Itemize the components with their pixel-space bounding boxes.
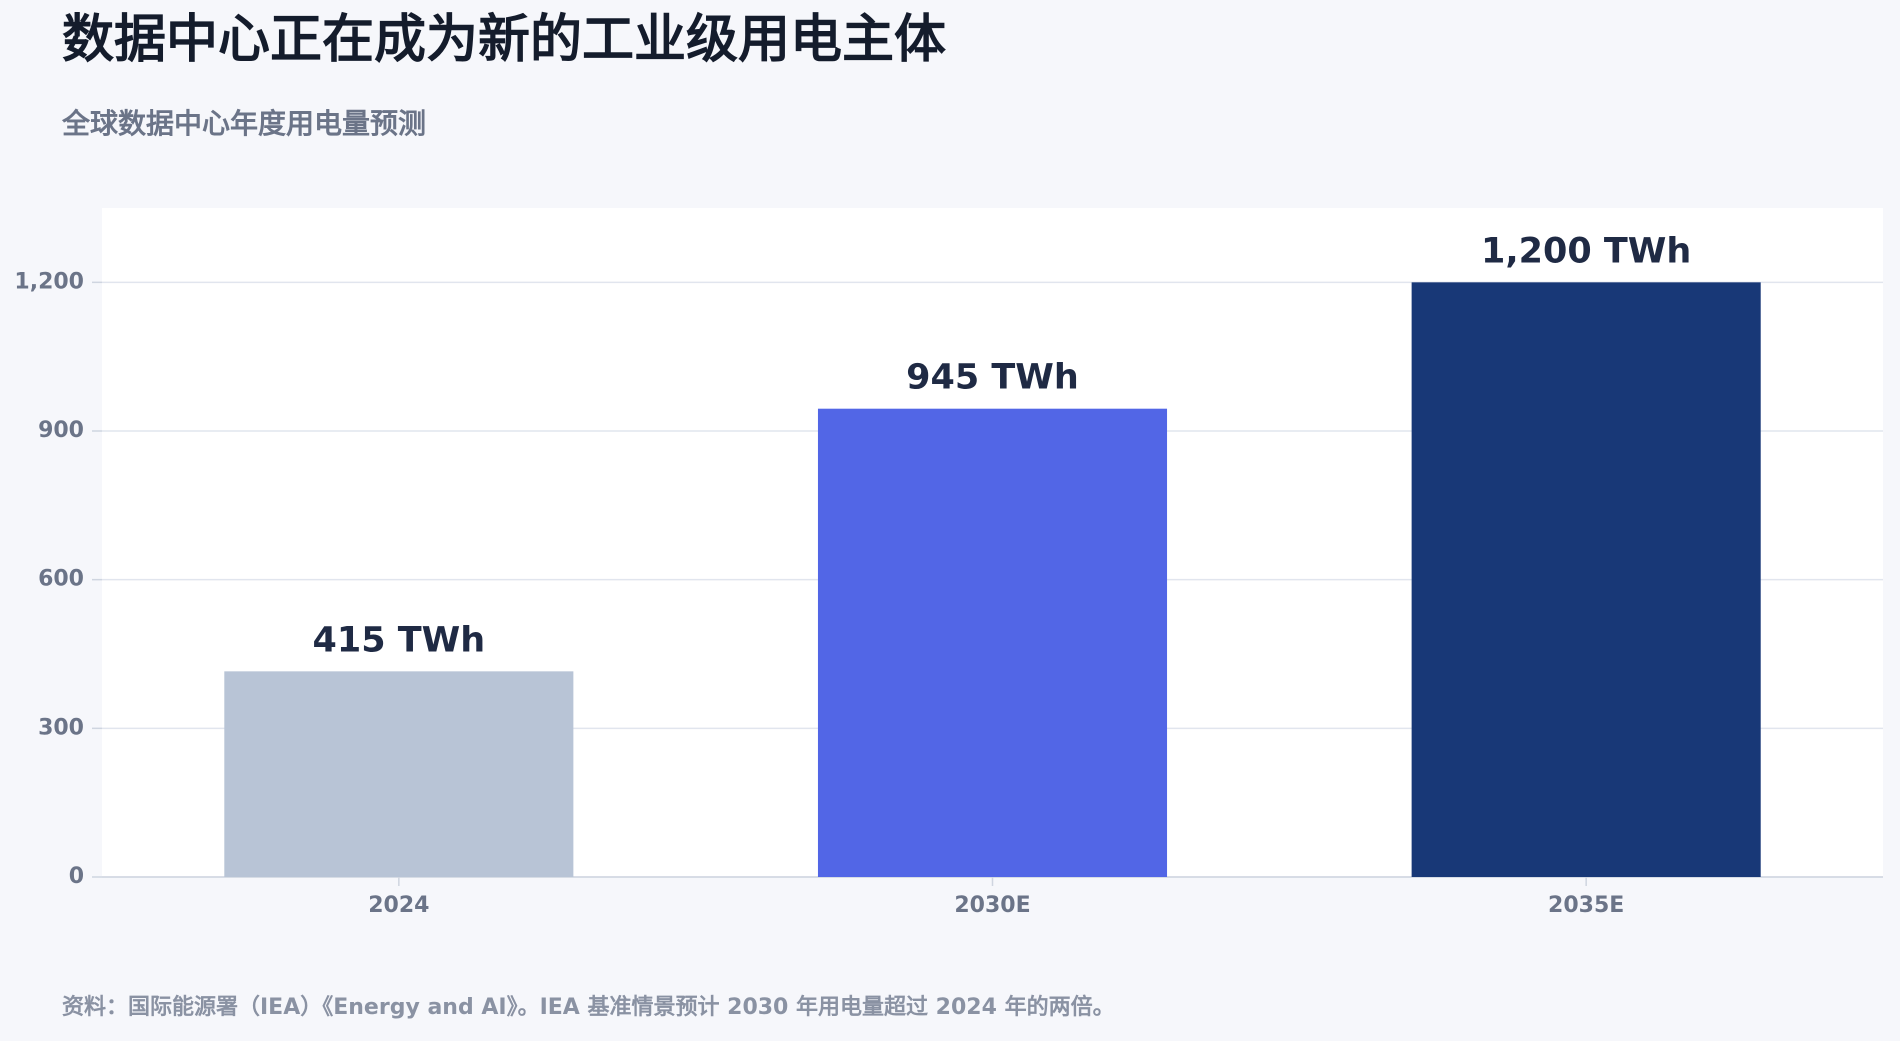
bar bbox=[224, 671, 574, 877]
y-tick-label: 600 bbox=[38, 567, 84, 592]
y-tick-label: 300 bbox=[38, 715, 84, 740]
value-label: 415 TWh bbox=[313, 620, 486, 660]
x-tick-label: 2024 bbox=[368, 893, 429, 918]
y-tick-label: 1,200 bbox=[14, 269, 84, 294]
value-label: 1,200 TWh bbox=[1481, 231, 1691, 271]
chart-title: 数据中心正在成为新的工业级用电主体 bbox=[62, 10, 946, 70]
value-label: 945 TWh bbox=[906, 358, 1079, 398]
source-note: 资料：国际能源署（IEA）《Energy and AI》。IEA 基准情景预计 … bbox=[62, 994, 1115, 1020]
y-tick-label: 0 bbox=[69, 864, 84, 889]
bar bbox=[817, 408, 1168, 877]
x-tick-label: 2035E bbox=[1548, 893, 1624, 918]
bar bbox=[1411, 282, 1761, 877]
y-tick-label: 900 bbox=[38, 418, 84, 443]
x-tick-label: 2030E bbox=[954, 893, 1030, 918]
chart-subtitle: 全球数据中心年度用电量预测 bbox=[61, 107, 426, 140]
